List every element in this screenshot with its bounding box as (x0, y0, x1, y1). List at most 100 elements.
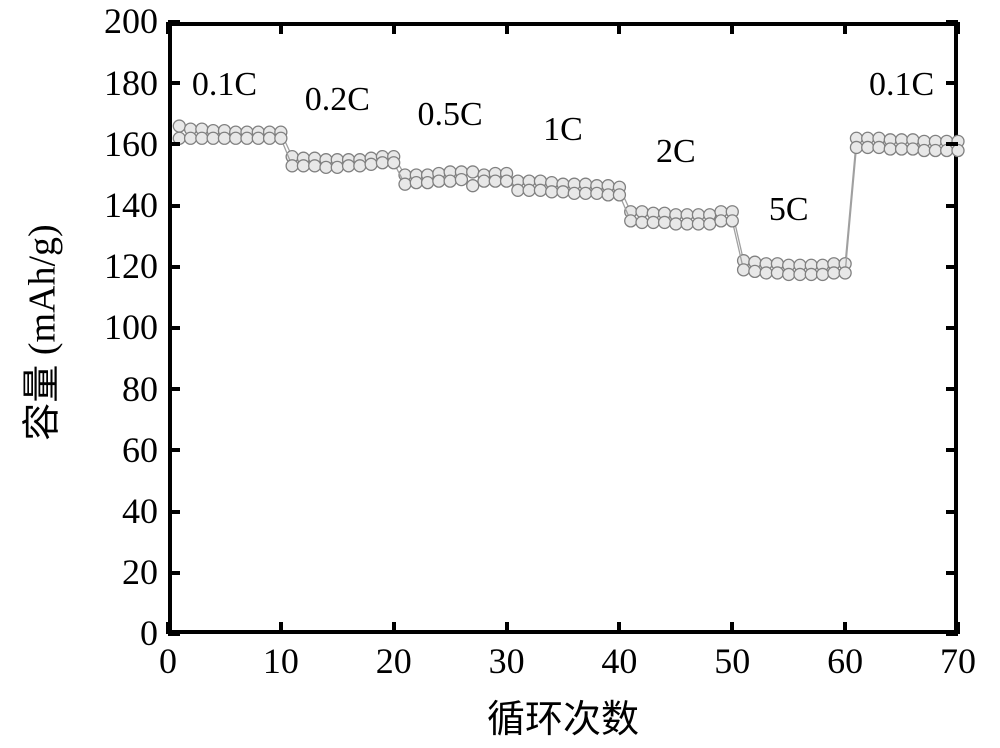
data-point (444, 175, 456, 187)
x-tick (279, 22, 283, 34)
data-point (568, 187, 580, 199)
data-point (591, 187, 603, 199)
y-tick (168, 571, 180, 575)
y-tick (168, 326, 180, 330)
data-point (264, 132, 276, 144)
data-point (828, 267, 840, 279)
y-tick (946, 326, 958, 330)
data-point (760, 267, 772, 279)
data-point (929, 145, 941, 157)
data-point (320, 161, 332, 173)
data-point (365, 158, 377, 170)
data-point (659, 216, 671, 228)
data-point (704, 218, 716, 230)
y-tick (168, 265, 180, 269)
data-point (230, 132, 242, 144)
data-point (207, 132, 219, 144)
data-point (331, 161, 343, 173)
y-tick (168, 510, 180, 514)
data-point (692, 218, 704, 230)
data-point (297, 160, 309, 172)
x-tick-label: 10 (251, 640, 311, 682)
y-tick (168, 632, 180, 636)
data-point (275, 132, 287, 144)
data-point (738, 264, 750, 276)
rate-capability-chart: 容量 (mAh/g) 循环次数 010203040506070020406080… (0, 0, 1000, 748)
rate-annotation: 5C (739, 191, 839, 229)
y-tick-label: 40 (122, 490, 158, 532)
y-tick (946, 571, 958, 575)
y-tick-label: 160 (104, 123, 158, 165)
y-tick-label: 0 (140, 612, 158, 654)
data-point (647, 216, 659, 228)
x-tick (279, 622, 283, 634)
x-tick (392, 622, 396, 634)
data-point (354, 160, 366, 172)
data-point (805, 268, 817, 280)
rate-annotation: 0.2C (287, 81, 387, 119)
y-tick (946, 448, 958, 452)
data-point (681, 218, 693, 230)
y-tick (946, 510, 958, 514)
data-point (489, 175, 501, 187)
x-tick-label: 30 (477, 640, 537, 682)
y-tick (168, 20, 180, 24)
y-tick-label: 60 (122, 429, 158, 471)
y-tick-label: 200 (104, 0, 158, 42)
data-point (749, 265, 761, 277)
data-point (715, 215, 727, 227)
data-point (501, 175, 513, 187)
data-point (185, 132, 197, 144)
rate-annotation: 0.1C (174, 66, 274, 104)
data-point (918, 145, 930, 157)
data-point (196, 132, 208, 144)
data-point (783, 268, 795, 280)
data-point (252, 132, 264, 144)
data-point (896, 143, 908, 155)
data-point (399, 178, 411, 190)
rate-annotation: 2C (626, 133, 726, 171)
y-tick (168, 387, 180, 391)
y-tick-label: 100 (104, 306, 158, 348)
data-point (173, 120, 185, 132)
x-tick (617, 22, 621, 34)
y-tick (168, 142, 180, 146)
data-point (794, 268, 806, 280)
y-tick-label: 140 (104, 184, 158, 226)
data-point (873, 141, 885, 153)
y-tick (946, 632, 958, 636)
rate-annotation: 0.1C (852, 66, 952, 104)
data-point (433, 175, 445, 187)
data-point (670, 218, 682, 230)
y-tick (946, 142, 958, 146)
data-point (884, 143, 896, 155)
data-point (422, 177, 434, 189)
data-point (613, 189, 625, 201)
data-point (557, 186, 569, 198)
x-tick (505, 22, 509, 34)
x-tick (843, 622, 847, 634)
y-tick (946, 265, 958, 269)
x-tick-label: 40 (589, 640, 649, 682)
x-tick (730, 22, 734, 34)
x-tick (730, 622, 734, 634)
data-point (546, 186, 558, 198)
rate-annotation: 0.5C (400, 96, 500, 134)
x-axis-label: 循环次数 (443, 688, 683, 743)
y-tick-label: 180 (104, 62, 158, 104)
data-point (410, 177, 422, 189)
y-tick (168, 448, 180, 452)
y-tick-label: 80 (122, 368, 158, 410)
data-point (636, 216, 648, 228)
y-tick (946, 20, 958, 24)
x-tick (505, 622, 509, 634)
data-point (388, 157, 400, 169)
data-point (534, 184, 546, 196)
data-point (850, 141, 862, 153)
data-point (241, 132, 253, 144)
x-tick (843, 22, 847, 34)
data-point (376, 157, 388, 169)
data-point (625, 215, 637, 227)
x-tick-label: 70 (928, 640, 988, 682)
x-tick (617, 622, 621, 634)
